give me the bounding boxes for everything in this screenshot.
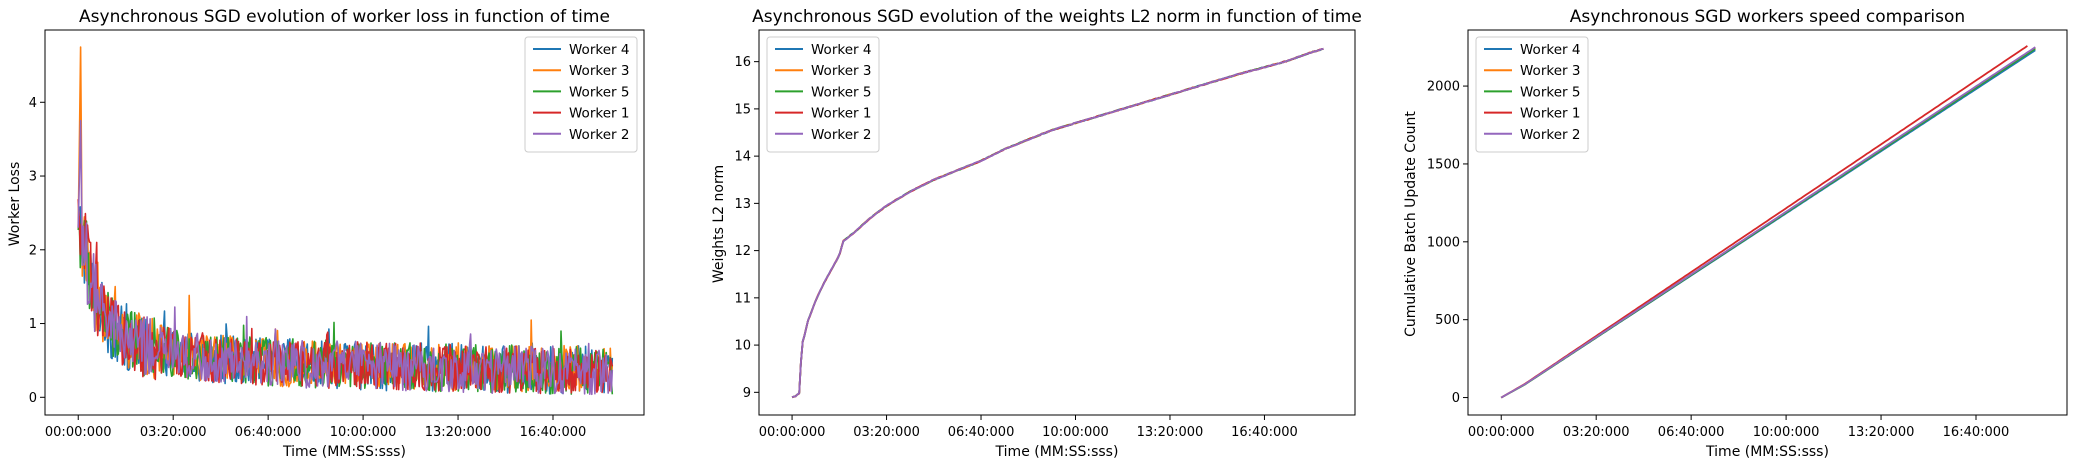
legend-label: Worker 1	[569, 106, 629, 122]
weights-norm-chart: Asynchronous SGD evolution of the weight…	[711, 7, 1362, 460]
x-tick-label: 16:40:000	[1943, 425, 2010, 440]
legend: Worker 4 Worker 3 Worker 5 Worker 1 Worker 2	[1475, 36, 1589, 153]
series-lines	[791, 47, 1324, 399]
y-tick-label: 9	[743, 386, 751, 401]
legend-box	[524, 36, 638, 153]
series-line	[791, 47, 1324, 399]
legend: Worker 4 Worker 3 Worker 5 Worker 1 Worker 2	[524, 36, 638, 153]
x-tick-label: 16:40:000	[1231, 425, 1298, 440]
y-tick-label: 14	[734, 150, 751, 165]
x-tick-label: 06:40:000	[1658, 425, 1725, 440]
x-tick-label: 00:00:000	[759, 425, 826, 440]
y-tick-label: 15	[734, 102, 751, 117]
legend-label: Worker 2	[569, 127, 629, 143]
speed-chart: Asynchronous SGD workers speed compariso…	[1403, 7, 2068, 460]
axes-frame	[758, 29, 1356, 416]
y-tick-label: 3	[29, 170, 37, 185]
y-axis-label: Cumulative Batch Update Count	[1403, 111, 1419, 337]
legend-label: Worker 4	[1520, 42, 1580, 58]
legend-box	[766, 36, 880, 153]
series-line	[1500, 46, 2036, 399]
x-tick-label: 13:20:000	[425, 425, 492, 440]
x-axis-label: Time (MM:SS:sss)	[282, 444, 406, 460]
loss-chart: Asynchronous SGD evolution of worker los…	[7, 7, 645, 460]
x-tick-label: 03:20:000	[1563, 425, 1630, 440]
x-tick-label: 13:20:000	[1137, 425, 1204, 440]
series-line	[77, 119, 614, 396]
chart-title: Asynchronous SGD workers speed compariso…	[1570, 7, 1965, 27]
y-axis-label: Weights L2 norm	[711, 165, 727, 283]
x-axis-label: Time (MM:SS:sss)	[1705, 444, 1829, 460]
plot-area: 00:00:000 03:20:000 06:40:000 10:00:000 13:2…	[1427, 29, 2068, 440]
x-tick-label: 06:40:000	[235, 425, 302, 440]
legend-label: Worker 5	[811, 84, 871, 100]
y-axis-label: Worker Loss	[7, 162, 23, 246]
series-lines	[1500, 45, 2036, 399]
plot-area: 00:00:000 03:20:000 06:40:000 10:00:000 13:2…	[734, 29, 1356, 440]
y-tick-label: 13	[734, 197, 751, 212]
legend-label: Worker 3	[1520, 63, 1580, 79]
x-tick-label: 03:20:000	[853, 425, 920, 440]
chart-title: Asynchronous SGD evolution of the weight…	[752, 7, 1362, 27]
legend-label: Worker 2	[1520, 127, 1580, 143]
y-tick-label: 1500	[1427, 157, 1460, 172]
legend-label: Worker 5	[569, 84, 629, 100]
y-tick-label: 0	[29, 391, 37, 406]
y-tick-label: 11	[734, 291, 751, 306]
legend-label: Worker 5	[1520, 84, 1580, 100]
legend-label: Worker 1	[811, 106, 871, 122]
series-lines	[77, 46, 614, 396]
x-tick-label: 10:00:000	[1042, 425, 1109, 440]
y-tick-label: 4	[29, 96, 37, 111]
axes-frame	[1467, 29, 2068, 416]
y-tick-label: 1000	[1427, 235, 1460, 250]
x-tick-label: 03:20:000	[140, 425, 207, 440]
y-tick-label: 1	[29, 317, 37, 332]
y-tick-label: 0	[1452, 391, 1460, 406]
axes-frame	[44, 29, 645, 416]
legend-label: Worker 2	[811, 127, 871, 143]
x-axis-label: Time (MM:SS:sss)	[995, 444, 1119, 460]
y-tick-label: 2	[29, 243, 37, 258]
legend-label: Worker 3	[569, 63, 629, 79]
x-tick-label: 06:40:000	[948, 425, 1015, 440]
x-tick-label: 10:00:000	[330, 425, 397, 440]
legend-label: Worker 4	[569, 42, 629, 58]
x-tick-label: 16:40:000	[520, 425, 587, 440]
x-tick-label: 10:00:000	[1753, 425, 1820, 440]
y-tick-label: 500	[1435, 313, 1460, 328]
y-tick-label: 16	[734, 55, 751, 70]
x-tick-label: 00:00:000	[45, 425, 112, 440]
y-tick-label: 12	[734, 244, 751, 259]
legend: Worker 4 Worker 3 Worker 5 Worker 1 Worker 2	[766, 36, 880, 153]
legend-box	[1475, 36, 1589, 153]
y-tick-label: 10	[734, 339, 751, 354]
legend-label: Worker 4	[811, 42, 871, 58]
legend-label: Worker 3	[811, 63, 871, 79]
legend-label: Worker 1	[1520, 106, 1580, 122]
y-tick-label: 2000	[1427, 80, 1460, 95]
plot-area: 00:00:000 03:20:000 06:40:000 10:00:000 13:2…	[29, 29, 645, 440]
x-tick-label: 13:20:000	[1848, 425, 1915, 440]
series-line	[1500, 45, 2028, 399]
x-tick-label: 00:00:000	[1468, 425, 1535, 440]
chart-title: Asynchronous SGD evolution of worker los…	[79, 7, 610, 27]
